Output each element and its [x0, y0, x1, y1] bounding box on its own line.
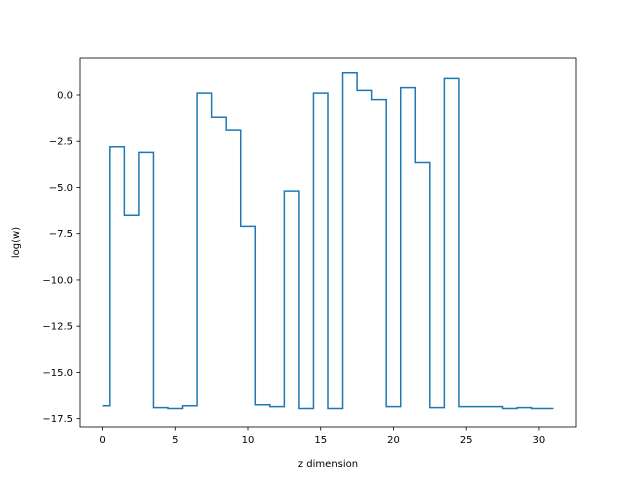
x-tick-label: 20: [387, 435, 400, 446]
y-tick-label: −2.5: [49, 137, 73, 148]
axes-frame: [79, 57, 577, 428]
x-tick-label: 30: [533, 435, 546, 446]
y-axis-ticks: −17.5 −15.0 −12.5 −10.0 −7.5 −5.0 −2.5 0.0: [42, 90, 80, 425]
x-tick-label: 0: [99, 435, 105, 446]
series-line-0: [102, 72, 554, 410]
x-tick-label: 25: [460, 435, 473, 446]
x-axis-ticks: 0 5 10 15 20 25 30: [99, 427, 545, 446]
y-tick-label: −7.5: [49, 229, 73, 240]
x-axis-label: z dimension: [298, 459, 358, 470]
x-tick-label: 15: [314, 435, 327, 446]
y-axis-label: log(w): [11, 227, 22, 258]
y-tick-label: −10.0: [42, 275, 73, 286]
plot-area: [102, 72, 554, 410]
y-tick-label: −12.5: [42, 322, 73, 333]
y-tick-label: −15.0: [42, 368, 73, 379]
x-tick-label: 10: [242, 435, 255, 446]
y-tick-label: 0.0: [57, 90, 73, 101]
y-tick-label: −17.5: [42, 414, 73, 425]
x-tick-label: 5: [172, 435, 178, 446]
y-tick-label: −5.0: [49, 183, 73, 194]
